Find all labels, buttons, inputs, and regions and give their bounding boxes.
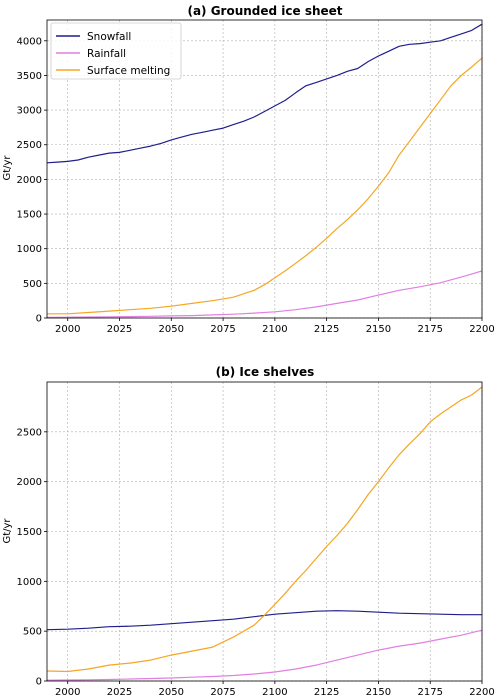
y-tick-label: 500 — [23, 279, 42, 290]
x-tick-label: 2000 — [55, 687, 80, 697]
legend-label: Rainfall — [87, 48, 126, 60]
y-tick-label: 500 — [23, 627, 42, 638]
x-tick-label: 2175 — [417, 324, 442, 335]
panel-a-title: (a) Grounded ice sheet — [187, 4, 342, 18]
legend-label: Surface melting — [87, 65, 170, 77]
y-tick-label: 3500 — [17, 71, 42, 82]
panel-a-frame — [46, 19, 483, 319]
panel-a-ylabel: Gt/yr — [2, 155, 13, 181]
legend-box — [50, 22, 182, 80]
y-tick-label: 2000 — [17, 175, 42, 186]
x-tick-label: 2075 — [210, 687, 235, 697]
y-tick-label: 1000 — [17, 244, 42, 255]
panel-grounded-ice-sheet: (a) Grounded ice sheet 2000 2025 2050 2075 2… — [2, 4, 495, 335]
series-surface-melting-line — [46, 386, 483, 673]
y-tick-label: 1500 — [17, 527, 42, 538]
y-tick-label: 1000 — [17, 577, 42, 588]
x-tick-label: 2050 — [159, 324, 184, 335]
legend-label: Snowfall — [87, 31, 131, 43]
y-tick-label: 0 — [36, 314, 42, 325]
y-tick-label: 3000 — [17, 106, 42, 117]
x-tick-label: 2150 — [366, 324, 391, 335]
legend: Snowfall Rainfall Surface melting — [50, 22, 182, 80]
x-tick-label: 2200 — [469, 324, 494, 335]
y-tick-label: 2500 — [17, 140, 42, 151]
y-tick-label: 4000 — [17, 36, 42, 47]
x-tick-label: 2050 — [159, 687, 184, 697]
y-tick-label: 1500 — [17, 210, 42, 221]
x-tick-label: 2125 — [314, 687, 339, 697]
panel-b-title: (b) Ice shelves — [216, 365, 315, 379]
x-tick-label: 2075 — [210, 324, 235, 335]
series-surface-melting-line — [47, 57, 483, 315]
y-tick-label: 0 — [36, 677, 42, 688]
x-tick-label: 2100 — [262, 687, 287, 697]
panel-ice-shelves: (b) Ice shelves 2000 2025 2050 2075 2100 2125… — [2, 365, 495, 697]
series-rainfall-line — [46, 629, 483, 681]
y-tick-label: 2500 — [17, 427, 42, 438]
y-tick-label: 2000 — [17, 477, 42, 488]
panel-b-ylabel: Gt/yr — [2, 518, 13, 544]
x-tick-label: 2000 — [55, 324, 80, 335]
x-tick-label: 2125 — [314, 324, 339, 335]
series-snowfall-line — [46, 610, 482, 631]
x-tick-label: 2025 — [107, 687, 132, 697]
x-tick-label: 2025 — [107, 324, 132, 335]
x-tick-label: 2200 — [469, 687, 494, 697]
x-tick-label: 2175 — [417, 687, 442, 697]
x-tick-label: 2150 — [366, 687, 391, 697]
series-rainfall-line — [46, 270, 483, 318]
x-tick-label: 2100 — [262, 324, 287, 335]
series-snowfall-line — [46, 23, 483, 164]
